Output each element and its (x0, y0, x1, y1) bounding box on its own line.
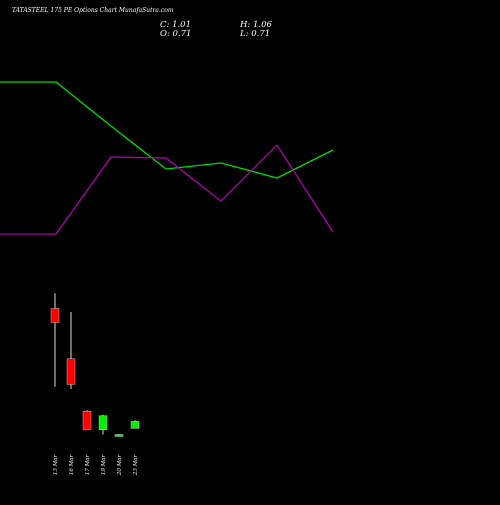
date-label: 17 Mar (85, 454, 91, 475)
date-label: 19 Mar (101, 454, 107, 475)
candle-body (66, 358, 76, 385)
green-indicator-line (0, 81, 334, 179)
candle-body (130, 421, 140, 429)
low-value: L: 0.71 (240, 29, 271, 39)
candle-body (82, 411, 92, 431)
date-label: 23 Mar (133, 454, 139, 476)
close-value: C: 1.01 (160, 20, 191, 30)
candle-body (114, 434, 124, 437)
date-label: 20 Mar (117, 454, 123, 476)
candle-body (98, 415, 108, 430)
open-value: O: 0.71 (160, 29, 192, 39)
high-value: H: 1.06 (240, 20, 272, 30)
chart-title: TATASTEEL 175 PE Options Chart MunafaSut… (12, 7, 174, 14)
date-label: 16 Mar (69, 454, 75, 475)
candle-body (50, 308, 60, 323)
purple-indicator-line (0, 143, 334, 235)
date-label: 13 Mar (53, 454, 59, 475)
